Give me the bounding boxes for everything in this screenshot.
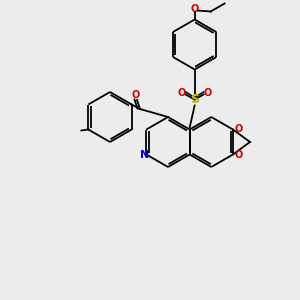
Text: N: N (140, 149, 149, 160)
Text: O: O (235, 124, 243, 134)
Text: O: O (203, 88, 212, 98)
Text: O: O (132, 90, 140, 100)
Text: O: O (190, 4, 199, 14)
Text: O: O (178, 88, 186, 98)
Text: S: S (190, 93, 199, 106)
Text: O: O (235, 151, 243, 160)
